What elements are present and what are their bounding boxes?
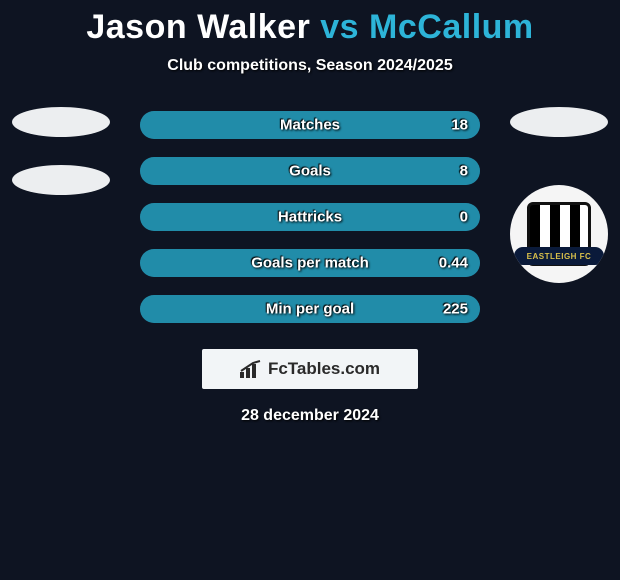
stat-bar: Goals per match 0.44: [140, 249, 480, 277]
stat-label: Min per goal: [266, 301, 354, 318]
subtitle: Club competitions, Season 2024/2025: [0, 57, 620, 75]
stat-value-right: 0.44: [439, 255, 468, 272]
stat-label: Goals: [289, 163, 331, 180]
stat-label: Goals per match: [251, 255, 369, 272]
stat-value-right: 0: [460, 209, 468, 226]
vs-word: vs: [320, 8, 359, 46]
stat-bar: Matches 18: [140, 111, 480, 139]
footer-logo: FcTables.com: [202, 349, 418, 389]
player2-photo-placeholder: [510, 107, 608, 137]
comparison-title: Jason Walker vs McCallum: [0, 0, 620, 47]
stat-label: Hattricks: [278, 209, 342, 226]
stat-bar: Hattricks 0: [140, 203, 480, 231]
footer-site: FcTables.com: [268, 359, 380, 379]
stat-bar: Min per goal 225: [140, 295, 480, 323]
player1-photo-placeholder: [12, 107, 110, 137]
club-badge-text: EASTLEIGH FC: [514, 247, 604, 265]
stat-value-right: 18: [451, 117, 468, 134]
player2-club-badge: EASTLEIGH FC: [510, 185, 608, 283]
footer-date: 28 december 2024: [0, 407, 620, 425]
stat-value-right: 225: [443, 301, 468, 318]
stat-label: Matches: [280, 117, 340, 134]
player1-club-placeholder: [12, 165, 110, 195]
left-column: [6, 107, 116, 195]
chart-icon: [240, 360, 262, 378]
stat-bars: Matches 18 Goals 8 Hattricks 0 Goals per match…: [140, 111, 480, 323]
stat-bar: Goals 8: [140, 157, 480, 185]
player2-name: McCallum: [369, 8, 534, 46]
stat-value-right: 8: [460, 163, 468, 180]
content: EASTLEIGH FC Matches 18 Goals 8 Hattricks 0 Go…: [0, 111, 620, 323]
player1-name: Jason Walker: [86, 8, 310, 46]
right-column: EASTLEIGH FC: [504, 107, 614, 283]
